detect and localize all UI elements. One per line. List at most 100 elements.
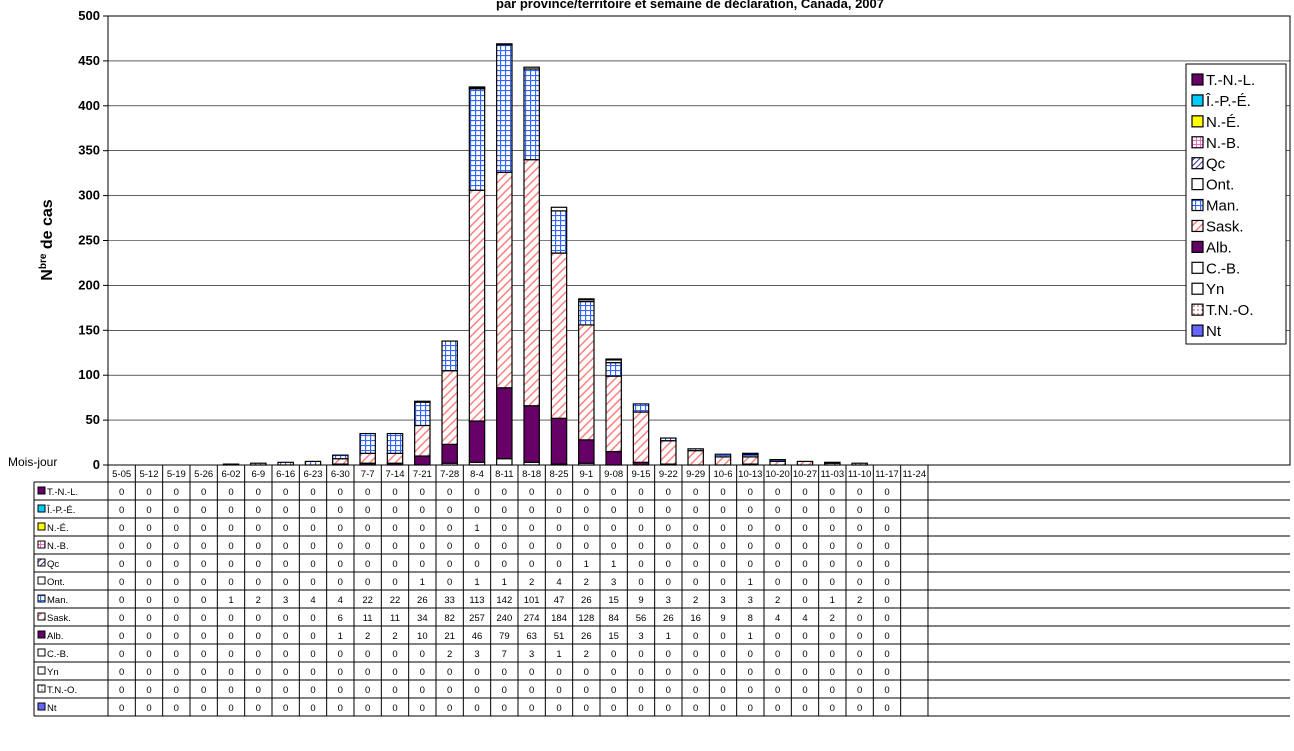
table-cell: 0 (228, 541, 233, 552)
table-cell: 0 (748, 523, 753, 534)
table-cell: 0 (884, 559, 889, 570)
table-cell: 0 (392, 649, 397, 660)
table-cell: 0 (201, 541, 206, 552)
table-cell: 0 (556, 505, 561, 516)
table-key-n-b (37, 540, 46, 549)
x-tick-label: 9-1 (579, 469, 593, 480)
table-cell: 0 (830, 667, 835, 678)
legend-label-c-b: C.-B. (1206, 260, 1240, 277)
y-tick-label: 250 (78, 233, 100, 248)
table-cell: 1 (474, 523, 479, 534)
table-cell: 0 (584, 685, 589, 696)
table-cell: 0 (584, 703, 589, 714)
table-cell: 0 (146, 541, 151, 552)
table-cell: 0 (474, 487, 479, 498)
x-tick-label: 6-16 (276, 469, 295, 480)
table-cell: 1 (474, 577, 479, 588)
table-cell: 0 (556, 523, 561, 534)
bar-ont-8-18 (523, 66, 540, 70)
table-cell: 0 (693, 541, 698, 552)
table-cell: 0 (392, 577, 397, 588)
table-cell: 0 (638, 541, 643, 552)
y-tick-label: 200 (78, 277, 100, 292)
table-cell: 0 (802, 505, 807, 516)
table-cell: 0 (775, 685, 780, 696)
table-cell: 0 (338, 703, 343, 714)
table-cell: 0 (556, 559, 561, 570)
table-cell: 51 (554, 631, 565, 642)
bar-man-7-14 (386, 432, 404, 454)
table-cell: 0 (447, 487, 452, 498)
table-cell: 0 (201, 613, 206, 624)
table-cell: 0 (228, 523, 233, 534)
bar-c-b-8-11 (496, 458, 513, 466)
bar-alb-8-4 (468, 420, 486, 463)
table-cell: 4 (310, 595, 315, 606)
table-cell: 0 (420, 559, 425, 570)
x-tick-label: 10-6 (713, 469, 732, 480)
table-cell: 0 (420, 649, 425, 660)
table-cell: 0 (638, 505, 643, 516)
table-cell: 0 (420, 487, 425, 498)
bar-man-7-21 (414, 401, 431, 427)
x-tick-label: 9-08 (604, 469, 623, 480)
table-row-label-t-n-o: T.N.-O. (47, 685, 77, 696)
table-cell: 15 (608, 631, 619, 642)
table-cell: 0 (174, 541, 179, 552)
table-cell: 0 (502, 685, 507, 696)
table-cell: 0 (666, 559, 671, 570)
table-cell: 0 (256, 541, 261, 552)
table-cell: 0 (228, 703, 233, 714)
table-cell: 0 (256, 505, 261, 516)
table-cell: 0 (584, 667, 589, 678)
table-cell: 16 (690, 613, 701, 624)
table-cell: 0 (119, 559, 124, 570)
table-cell: 1 (830, 595, 835, 606)
table-cell: 0 (720, 703, 725, 714)
table-cell: 0 (502, 541, 507, 552)
table-cell: 0 (310, 631, 315, 642)
table-cell: 0 (884, 667, 889, 678)
table-cell: 0 (502, 667, 507, 678)
table-cell: 0 (529, 703, 534, 714)
table-cell: 0 (802, 685, 807, 696)
table-cell: 0 (611, 649, 616, 660)
table-cell: 0 (529, 523, 534, 534)
x-tick-label: 11-03 (821, 469, 845, 480)
table-cell: 113 (469, 595, 484, 606)
table-row-label-c-b: C.-B. (47, 649, 69, 660)
bar-sask-9-08 (605, 375, 622, 453)
table-cell: 0 (474, 685, 479, 696)
table-cell: 2 (830, 613, 835, 624)
table-cell: 0 (748, 559, 753, 570)
bar-sask-7-7 (359, 452, 376, 464)
x-tick-label: 10-27 (793, 469, 817, 480)
table-cell: 0 (392, 559, 397, 570)
table-cell: 0 (146, 649, 151, 660)
table-cell: 26 (663, 613, 674, 624)
table-cell: 0 (146, 703, 151, 714)
table-cell: 0 (392, 541, 397, 552)
bar-sask-7-21 (414, 424, 431, 457)
table-cell: 4 (338, 595, 343, 606)
table-cell: 0 (365, 523, 370, 534)
table-cell: 0 (529, 685, 534, 696)
table-cell: 274 (524, 613, 540, 624)
table-cell: 0 (857, 685, 862, 696)
table-cell: 0 (392, 505, 397, 516)
table-cell: 0 (365, 667, 370, 678)
bar-man-8-11 (496, 44, 513, 173)
table-cell: 184 (551, 613, 567, 624)
table-cell: 0 (201, 487, 206, 498)
table-cell: 0 (146, 613, 151, 624)
table-cell: 0 (283, 649, 288, 660)
table-cell: 0 (802, 577, 807, 588)
table-cell: 1 (666, 631, 671, 642)
table-cell: 9 (720, 613, 725, 624)
table-cell: 0 (556, 685, 561, 696)
table-cell: 0 (802, 703, 807, 714)
table-cell: 0 (256, 613, 261, 624)
table-cell: 0 (256, 487, 261, 498)
bar-man-9-15 (632, 403, 650, 413)
legend-label-n-b: N.-B. (1206, 135, 1240, 152)
